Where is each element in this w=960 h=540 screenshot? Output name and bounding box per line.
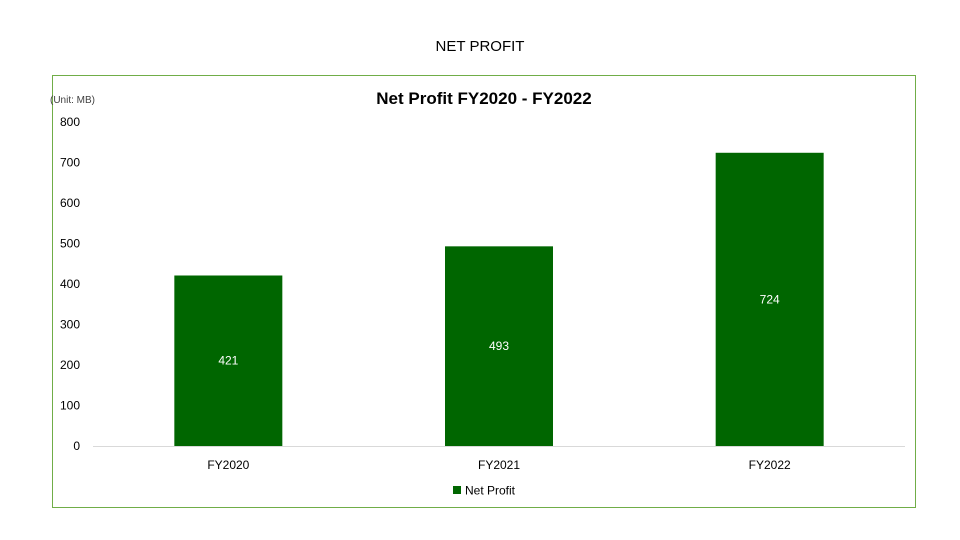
chart-title: Net Profit FY2020 - FY2022 — [376, 89, 591, 108]
bar-fy2022 — [715, 152, 824, 446]
data-label-fy2022: 724 — [760, 292, 780, 306]
x-axis-labels: FY2020 FY2021 FY2022 — [207, 458, 791, 472]
legend-swatch — [453, 486, 461, 494]
slide-title: NET PROFIT — [435, 38, 525, 55]
y-tick-label: 200 — [60, 358, 80, 372]
y-tick-label: 700 — [60, 156, 80, 170]
y-tick-label: 300 — [60, 318, 80, 332]
y-tick-label: 100 — [60, 399, 80, 413]
y-tick-label: 400 — [60, 277, 80, 291]
y-axis-labels: 0 100 200 300 400 500 600 700 800 — [60, 115, 80, 453]
y-tick-label: 600 — [60, 196, 80, 210]
bar-fy2021 — [445, 246, 553, 446]
bars — [174, 152, 824, 446]
x-tick-label-fy2022: FY2022 — [749, 458, 791, 472]
x-tick-label-fy2020: FY2020 — [207, 458, 249, 472]
data-labels: 421 493 724 — [218, 292, 780, 367]
bar-fy2020 — [174, 275, 283, 446]
y-tick-label: 500 — [60, 237, 80, 251]
unit-label: (Unit: MB) — [50, 95, 95, 106]
y-tick-label: 800 — [60, 115, 80, 129]
data-label-fy2020: 421 — [218, 354, 238, 368]
legend: Net Profit — [453, 484, 516, 498]
x-tick-label-fy2021: FY2021 — [478, 458, 520, 472]
chart-frame — [52, 75, 916, 508]
data-label-fy2021: 493 — [489, 339, 509, 353]
legend-label: Net Profit — [465, 484, 516, 498]
y-tick-label: 0 — [73, 439, 80, 453]
